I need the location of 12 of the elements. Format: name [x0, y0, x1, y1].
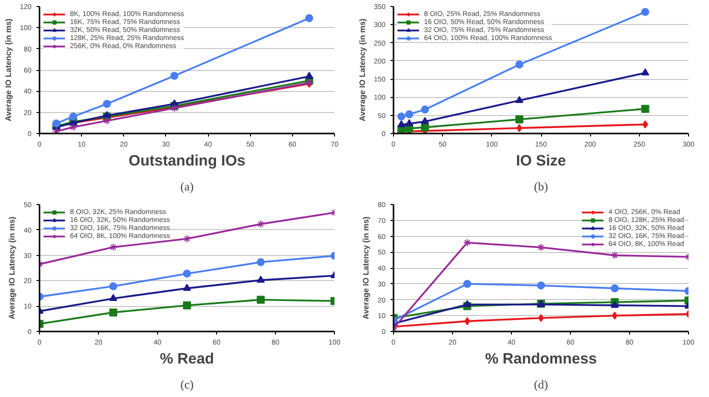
x-axis-title: Outstanding IOs: [128, 152, 246, 170]
x-axis-title: % Read: [160, 350, 214, 368]
y-axis-title: Average IO Latency (in ms): [358, 18, 367, 122]
text: (a): [180, 180, 194, 194]
y-axis-title: Average IO Latency (in ms): [8, 216, 17, 320]
y-axis-title: Average IO Latency (in ms): [4, 18, 13, 122]
x-axis-title: IO Size: [516, 152, 566, 170]
x-axis-title: % Randomness: [485, 350, 597, 368]
text: (b): [534, 180, 548, 194]
text: (d): [534, 378, 548, 392]
text: (c): [180, 378, 194, 392]
y-axis-title: Average IO Latency (in ms): [362, 216, 371, 320]
